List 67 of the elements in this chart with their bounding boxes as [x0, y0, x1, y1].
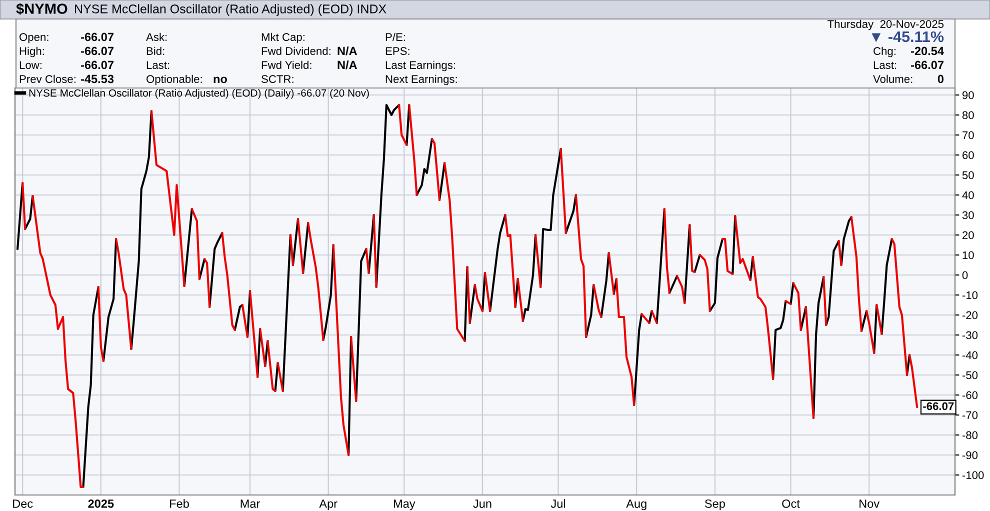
text: Next Earnings:	[386, 74, 457, 86]
y-tick-label: -60	[962, 391, 978, 400]
y-tick-label: 90	[962, 91, 974, 100]
y-tick-label: 80	[962, 111, 974, 120]
text: -66.07	[80, 60, 114, 70]
y-tick-label: 70	[962, 131, 974, 140]
text: SCTR:	[262, 75, 294, 83]
y-tick-label: 0	[962, 271, 968, 280]
y-tick-label: 60	[962, 151, 974, 160]
x-tick-label: Nov	[860, 500, 880, 508]
x-tick-label: Jul	[550, 499, 566, 508]
y-tick-label: -50	[962, 371, 978, 380]
y-tick-label: 40	[962, 191, 974, 200]
text: Volume:	[873, 74, 912, 83]
x-tick-label: Mar	[240, 500, 260, 508]
x-tick-label: Feb	[170, 499, 189, 508]
text: Open:	[20, 33, 48, 44]
text: -20.54	[910, 46, 944, 56]
annotation: -66.07	[923, 402, 954, 410]
text: Prev Close:	[20, 74, 76, 83]
y-tick-label: 20	[962, 231, 974, 240]
text: Chg:	[874, 46, 896, 58]
text: Mkt Cap:	[262, 32, 304, 44]
x-tick-label: Sep	[704, 499, 725, 510]
x-tick-label: Dec	[13, 500, 33, 508]
x-tick-label: Aug	[626, 500, 646, 510]
y-tick-label: -20	[962, 311, 978, 320]
y-tick-label: 30	[962, 211, 974, 220]
y-tick-label: -90	[962, 451, 978, 460]
x-tick-label: Jun	[473, 500, 492, 508]
text: -66.07	[910, 60, 944, 70]
y-tick-label: -40	[962, 351, 978, 360]
text: Bid:	[146, 46, 164, 55]
y-tick-label: -70	[962, 411, 978, 420]
text: High:	[20, 46, 44, 58]
y-tick-label: -80	[962, 431, 978, 440]
text: -66.07	[80, 32, 114, 42]
text: Ask:	[146, 32, 167, 41]
x-tick-label: Apr	[319, 500, 338, 510]
text: P/E:	[386, 32, 405, 41]
legend-label: NYSE McClellan Oscillator (Ratio Adjusted) (EOD) (Daily) -66.07 (20 Nov)	[29, 89, 369, 99]
y-tick-label: 10	[962, 251, 974, 260]
text: Last:	[874, 61, 896, 69]
text: Optionable:	[146, 74, 202, 86]
y-tick-label: -100	[962, 471, 984, 480]
text: no	[214, 76, 227, 84]
y-tick-label: 50	[962, 171, 974, 180]
text: Last Earnings:	[386, 60, 456, 72]
text: N/A	[338, 46, 358, 56]
text: ▼ -45.11%	[872, 31, 944, 42]
text: -45.53	[80, 74, 114, 84]
text: Fwd Dividend:	[262, 46, 330, 55]
text: 0	[938, 74, 944, 84]
text: N/A	[338, 60, 358, 70]
chart-title: $NYMO	[16, 2, 68, 15]
text: EPS:	[386, 47, 410, 55]
x-tick-label: Oct	[782, 499, 800, 508]
text: Last:	[146, 61, 170, 69]
chart-subtitle: NYSE McClellan Oscillator (Ratio Adjusted) (EOD) INDX	[75, 4, 386, 16]
text: Fwd Yield:	[262, 60, 312, 69]
x-tick-label: 2025	[88, 499, 114, 508]
text: Low:	[20, 61, 42, 69]
text: -66.07	[80, 46, 114, 56]
y-tick-label: -30	[962, 331, 978, 340]
text: Thursday 20-Nov-2025	[828, 20, 944, 30]
x-tick-label: May	[394, 500, 416, 510]
y-tick-label: -10	[962, 291, 978, 300]
